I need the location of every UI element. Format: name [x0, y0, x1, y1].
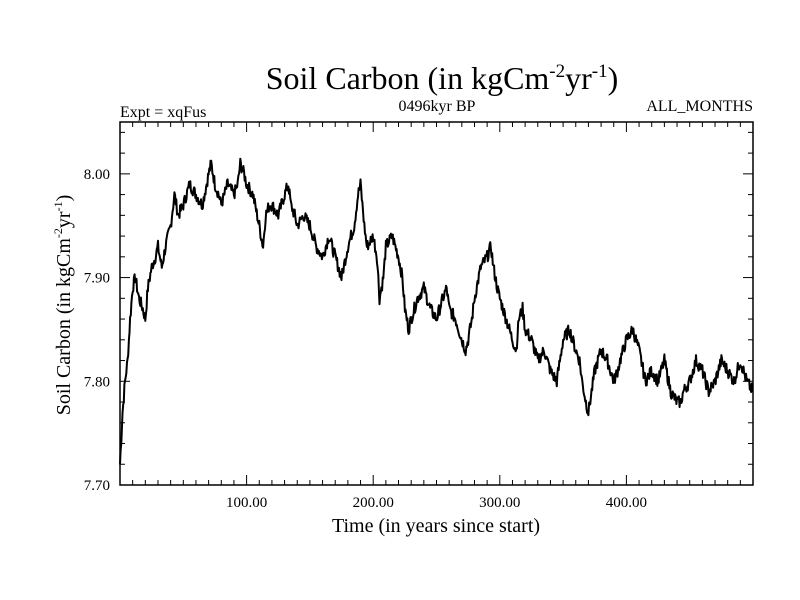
x-tick-label-1: 200.00	[353, 495, 394, 511]
x-tick-label-3: 400.00	[606, 495, 647, 511]
chart-title: Soil Carbon (in kgCm-2yr-1)	[266, 60, 619, 96]
y-tick-label-1: 7.80	[84, 374, 110, 390]
y-axis-label: Soil Carbon (in kgCm-2yr-1)	[51, 195, 75, 416]
x-tick-label-0: 100.00	[226, 495, 267, 511]
x-axis-label: Time (in years since start)	[332, 515, 540, 537]
series-line	[119, 157, 754, 465]
y-tick-label-2: 7.90	[84, 271, 110, 287]
subtitle-right: ALL_MONTHS	[646, 98, 753, 115]
subtitle-left: Expt = xqFus	[120, 104, 206, 121]
y-tick-label-0: 7.70	[84, 478, 110, 494]
axis-tick-labels: 100.00 200.00 300.00 400.00 7.70 7.80 7.90 8.00	[84, 167, 647, 511]
x-tick-label-2: 300.00	[479, 495, 520, 511]
subtitle-center: 0496kyr BP	[399, 98, 476, 115]
y-tick-label-3: 8.00	[84, 167, 110, 183]
axis-ticks	[120, 122, 753, 485]
